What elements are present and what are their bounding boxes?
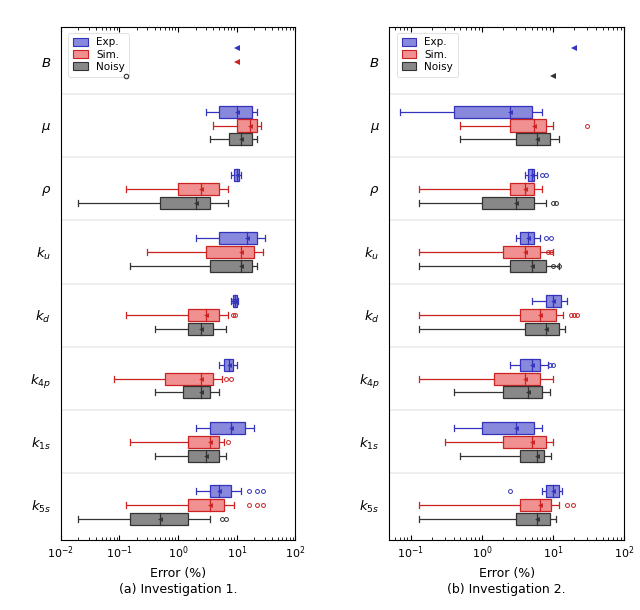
Bar (188, 436, 219, 448)
X-axis label: Error (%): Error (%) (150, 567, 206, 580)
Legend: Exp., Sim., Noisy: Exp., Sim., Noisy (397, 33, 458, 77)
Bar (503, 387, 542, 398)
Bar (165, 373, 214, 384)
Bar (482, 422, 534, 434)
Bar (520, 309, 556, 321)
Bar (510, 120, 546, 132)
Text: (b) Investigation 2.: (b) Investigation 2. (447, 583, 566, 597)
Bar (510, 183, 534, 195)
Bar (233, 295, 237, 307)
Bar (494, 373, 540, 384)
Bar (230, 134, 252, 145)
Bar (528, 169, 534, 181)
Bar (234, 169, 239, 181)
Bar (210, 260, 252, 272)
Bar (520, 359, 540, 371)
Bar (210, 485, 231, 497)
Text: (a) Investigation 1.: (a) Investigation 1. (119, 583, 237, 597)
Bar (503, 436, 546, 448)
Bar (520, 232, 534, 244)
Bar (516, 134, 550, 145)
Bar (516, 513, 550, 525)
Bar (188, 323, 214, 336)
X-axis label: Error (%): Error (%) (479, 567, 535, 580)
Bar (188, 309, 219, 321)
Bar (482, 196, 534, 209)
Bar (188, 499, 224, 511)
Bar (510, 260, 546, 272)
Bar (546, 485, 559, 497)
Bar (188, 450, 219, 462)
Bar (210, 422, 245, 434)
Legend: Exp., Sim., Noisy: Exp., Sim., Noisy (68, 33, 129, 77)
Bar (525, 323, 559, 336)
Bar (219, 106, 252, 118)
Bar (224, 359, 233, 371)
Bar (503, 246, 540, 258)
Bar (183, 387, 210, 398)
Bar (178, 183, 219, 195)
Bar (520, 499, 551, 511)
Bar (130, 513, 188, 525)
Bar (454, 106, 531, 118)
Bar (161, 196, 210, 209)
Bar (520, 450, 544, 462)
Bar (219, 232, 257, 244)
Bar (546, 295, 561, 307)
Bar (206, 246, 255, 258)
Bar (237, 120, 257, 132)
